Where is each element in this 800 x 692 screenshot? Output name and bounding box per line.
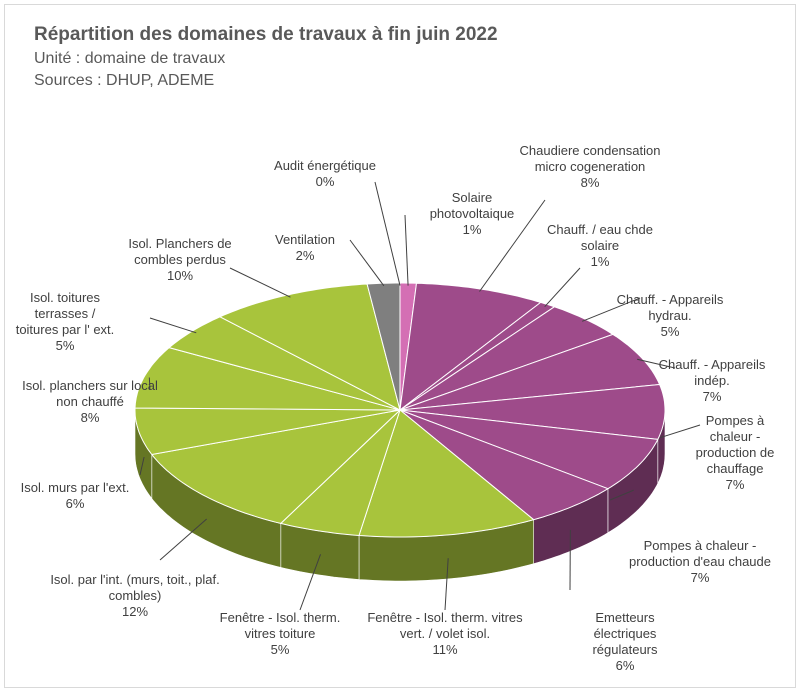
- slice-label: Isol. planchers sur local non chauffé 8%: [10, 378, 170, 426]
- slice: [150, 409, 402, 524]
- leader-line: [609, 489, 634, 501]
- leader-line: [374, 181, 401, 286]
- value-label: 7%: [725, 477, 745, 492]
- category-label: Pompes à chaleur - production d'eau chau…: [629, 538, 771, 569]
- slice-label: Fenêtre - Isol. therm. vitres toiture 5%: [210, 610, 350, 658]
- slice-label: Chaudiere condensation micro cogeneratio…: [510, 143, 670, 191]
- chart-subtitle: Unité : domaine de travaux: [34, 50, 226, 67]
- slice-label: Isol. par l'int. (murs, toit., plaf. com…: [50, 572, 220, 620]
- leader-line: [148, 377, 151, 391]
- leader-line: [544, 267, 581, 307]
- slice-label: Chauff. / eau chde solaire 1%: [535, 222, 665, 270]
- slice: [399, 409, 610, 521]
- slice-label: Isol. murs par l'ext. 6%: [20, 480, 130, 512]
- slice-label: Chauff. - Appareils hydrau. 5%: [600, 292, 740, 340]
- slice-label: Pompes à chaleur - production d'eau chau…: [620, 538, 780, 586]
- slice-label: Ventilation 2%: [260, 232, 350, 264]
- slice-label: Audit énergétique 0%: [270, 158, 380, 190]
- leader-line: [659, 424, 701, 439]
- value-label: 8%: [580, 175, 600, 190]
- value-label: 2%: [295, 248, 315, 263]
- slice: [134, 347, 401, 411]
- value-label: 5%: [660, 324, 680, 339]
- category-label: Isol. murs par l'ext.: [20, 480, 130, 495]
- slice-label: Pompes à chaleur - production de chauffa…: [695, 413, 775, 493]
- category-label: Chauff. - Appareils hydrau.: [616, 292, 724, 323]
- chart-source: Sources : DHUP, ADEME: [34, 72, 215, 89]
- slice: [218, 283, 401, 411]
- category-label: Pompes à chaleur - production de chauffa…: [695, 413, 775, 476]
- chart-title: Répartition des domaines de travaux à fi…: [34, 24, 498, 45]
- value-label: 6%: [615, 658, 635, 673]
- value-label: 7%: [702, 389, 722, 404]
- slice-label: Isol. toitures terrasses / toitures par …: [13, 290, 118, 354]
- category-label: Fenêtre - Isol. therm. vitres vert. / vo…: [367, 610, 523, 641]
- value-label: 8%: [80, 410, 100, 425]
- value-label: 0%: [315, 174, 335, 189]
- value-label: 5%: [55, 338, 75, 353]
- slice-label: Isol. Planchers de combles perdus 10%: [110, 236, 250, 284]
- leader-line: [159, 518, 207, 561]
- slice: [366, 282, 401, 411]
- leader-line: [637, 358, 676, 369]
- category-label: Isol. planchers sur local non chauffé: [22, 378, 158, 409]
- value-label: 6%: [65, 496, 85, 511]
- value-label: 12%: [121, 604, 149, 619]
- category-label: Audit énergétique: [274, 158, 376, 173]
- category-label: Chauff. - Appareils indép.: [658, 357, 766, 388]
- slice: [279, 409, 401, 537]
- leader-line: [479, 199, 546, 292]
- category-label: Isol. toitures terrasses / toitures par …: [15, 290, 115, 337]
- leader-line: [139, 456, 145, 476]
- category-label: Isol. Planchers de combles perdus: [128, 236, 232, 267]
- slice: [134, 407, 401, 456]
- value-label: 10%: [166, 268, 194, 283]
- slice-label: Solaire photovoltaique 1%: [422, 190, 522, 238]
- slice: [399, 409, 659, 490]
- leader-line: [349, 239, 385, 287]
- value-label: 1%: [590, 254, 610, 269]
- category-label: Ventilation: [275, 232, 335, 247]
- category-label: Emetteurs électriques régulateurs: [592, 610, 658, 657]
- leader-line: [444, 558, 449, 611]
- leader-line: [582, 297, 641, 322]
- slice: [399, 333, 661, 411]
- leader-line: [299, 554, 321, 611]
- category-label: Isol. par l'int. (murs, toit., plaf. com…: [50, 572, 220, 603]
- category-label: Chaudiere condensation micro cogeneratio…: [519, 143, 661, 174]
- value-label: 1%: [462, 222, 482, 237]
- category-label: Fenêtre - Isol. therm. vitres toiture: [219, 610, 341, 641]
- slice: [399, 383, 666, 440]
- leader-line: [149, 317, 197, 334]
- category-label: Chauff. / eau chde solaire: [546, 222, 653, 253]
- slice-label: Fenêtre - Isol. therm. vitres vert. / vo…: [365, 610, 525, 658]
- category-label: Solaire photovoltaique: [429, 190, 515, 221]
- leader-line: [229, 267, 291, 298]
- value-label: 7%: [690, 570, 710, 585]
- slice-label: Chauff. - Appareils indép. 7%: [647, 357, 777, 405]
- leader-line: [404, 214, 409, 286]
- value-label: 5%: [270, 642, 290, 657]
- slice-label: Emetteurs électriques régulateurs 6%: [570, 610, 680, 674]
- value-label: 11%: [432, 642, 458, 657]
- slice: [358, 409, 535, 538]
